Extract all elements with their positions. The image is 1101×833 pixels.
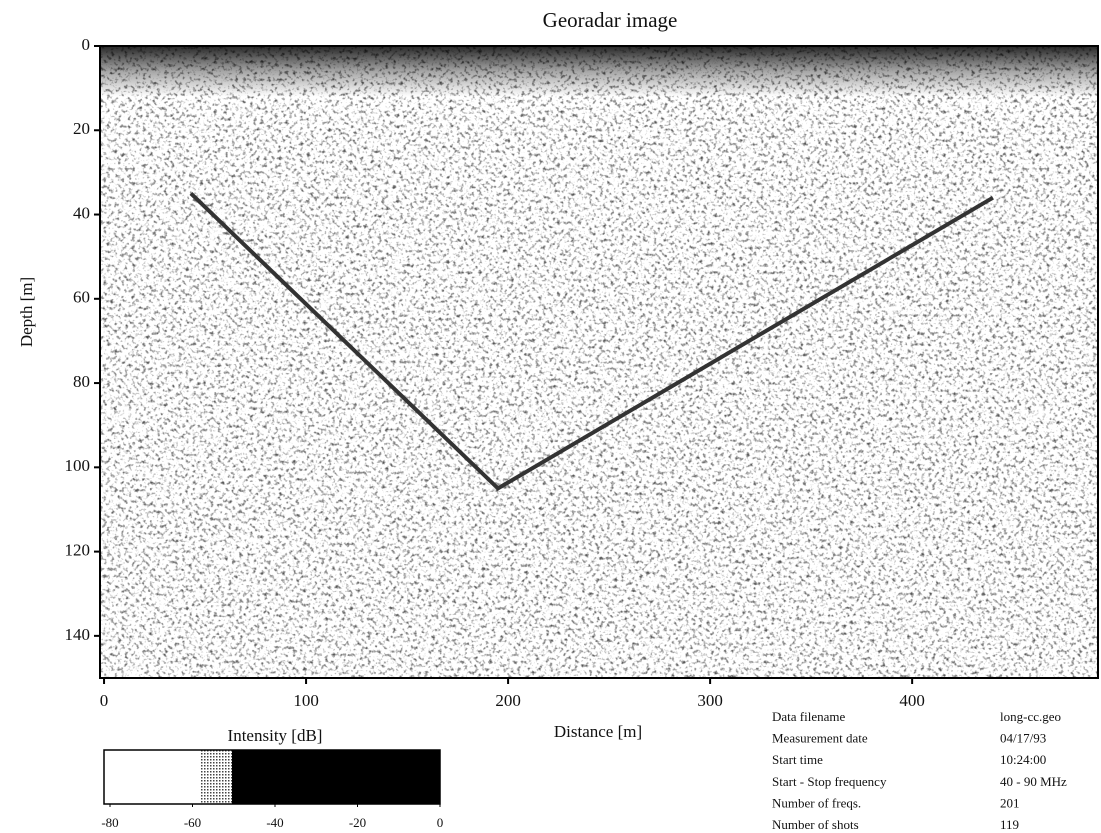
x-tick-label: 400 [899, 691, 925, 710]
info-label: Start time [772, 752, 823, 767]
y-tick-label: 0 [82, 35, 91, 54]
colorbar-label: Intensity [dB] [228, 726, 323, 745]
info-value: 40 - 90 MHz [1000, 774, 1067, 789]
y-tick-label: 20 [73, 119, 90, 138]
colorbar-tick-label: -20 [349, 815, 366, 830]
y-tick-label: 80 [73, 372, 90, 391]
info-label: Number of shots [772, 817, 859, 832]
chart-title: Georadar image [543, 8, 678, 32]
y-tick-label: 120 [65, 541, 91, 560]
info-label: Start - Stop frequency [772, 774, 887, 789]
x-tick-label: 300 [697, 691, 723, 710]
colorbar-white [104, 750, 219, 804]
y-tick-label: 100 [65, 456, 91, 475]
info-value: 201 [1000, 795, 1020, 810]
info-value: 10:24:00 [1000, 752, 1046, 767]
y-axis-label: Depth [m] [17, 277, 36, 347]
info-value: 04/17/93 [1000, 731, 1046, 746]
x-tick-label: 200 [495, 691, 521, 710]
info-value: 119 [1000, 817, 1019, 832]
x-tick-label: 100 [293, 691, 319, 710]
y-tick-label: 60 [73, 288, 90, 307]
colorbar-tick-label: -80 [101, 815, 118, 830]
info-label: Number of freqs. [772, 795, 861, 810]
colorbar-frame [103, 749, 441, 805]
x-axis-label: Distance [m] [554, 722, 642, 741]
y-tick-label: 140 [65, 625, 91, 644]
info-label: Data filename [772, 709, 845, 724]
colorbar-tick-label: 0 [437, 815, 444, 830]
colorbar-stipple [200, 750, 232, 804]
x-tick-label: 0 [100, 691, 109, 710]
y-tick-label: 40 [73, 203, 90, 222]
colorbar-tick-label: -40 [266, 815, 283, 830]
plot-frame [99, 45, 1099, 679]
colorbar-tick-label: -60 [184, 815, 201, 830]
reflection-line [189, 192, 994, 491]
image-top-band [100, 46, 1098, 678]
info-value: long-cc.geo [1000, 709, 1061, 724]
info-label: Measurement date [772, 731, 868, 746]
